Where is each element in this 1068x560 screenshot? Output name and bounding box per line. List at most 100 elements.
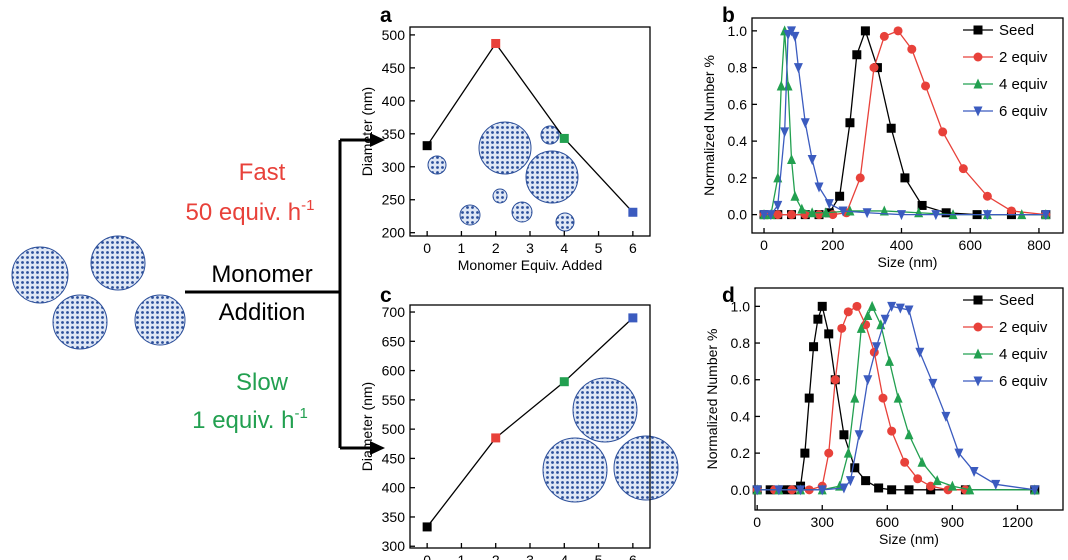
marker	[837, 323, 847, 333]
rate-text: 1 equiv. h	[192, 407, 294, 434]
marker	[559, 133, 569, 143]
x-tick-label: 0	[753, 514, 761, 530]
y-axis-label: Normalized Number %	[701, 55, 717, 196]
legend-label: 6 equiv	[999, 373, 1048, 390]
marker	[904, 429, 914, 440]
marker	[913, 474, 923, 484]
rate-text: 50 equiv. h	[186, 199, 302, 226]
series-line	[757, 305, 1035, 491]
marker	[793, 63, 803, 74]
marker	[863, 375, 873, 386]
marker	[900, 173, 910, 183]
y-tick-label: 0.8	[731, 335, 751, 351]
marker	[790, 190, 800, 201]
marker	[830, 375, 840, 385]
x-tick-label: 600	[876, 514, 900, 530]
legend-label: Seed	[999, 22, 1034, 39]
legend-label: 2 equiv	[999, 49, 1048, 66]
legend-marker	[973, 376, 983, 387]
legend-marker	[973, 322, 983, 332]
y-tick-label: 350	[382, 126, 406, 142]
marker	[982, 210, 992, 221]
y-tick-label: 600	[382, 363, 406, 379]
marker	[965, 484, 975, 495]
y-tick-label: 0.8	[728, 60, 748, 76]
marker	[783, 80, 793, 91]
marker	[787, 210, 797, 220]
y-axis-label: Diameter (nm)	[359, 87, 375, 176]
marker	[991, 479, 1001, 490]
x-tick-label: 4	[560, 552, 568, 560]
panel-label: d	[722, 284, 735, 307]
marker	[774, 485, 784, 496]
marker	[491, 433, 501, 443]
y-tick-label: 0.0	[731, 482, 751, 498]
panel-label: c	[380, 284, 392, 307]
marker	[871, 342, 881, 353]
marker	[807, 207, 817, 218]
marker	[867, 300, 877, 311]
y-tick-label: 0.6	[731, 372, 751, 388]
legend-marker	[973, 78, 983, 89]
x-tick-label: 1200	[1002, 514, 1033, 530]
x-tick-label: 400	[890, 237, 914, 253]
addition-label: Addition	[219, 299, 306, 326]
y-tick-label: 0.0	[728, 207, 748, 223]
legend-label: 6 equiv	[999, 103, 1048, 120]
marker	[790, 31, 800, 42]
y-tick-label: 400	[382, 93, 406, 109]
legend-marker	[973, 106, 983, 117]
marker	[895, 303, 905, 314]
legend-label: 4 equiv	[999, 346, 1048, 363]
marker	[835, 191, 845, 201]
fast-label: Fast	[239, 159, 286, 186]
marker	[947, 480, 957, 491]
legend-marker	[973, 25, 983, 35]
marker	[958, 164, 968, 174]
x-tick-label: 0	[423, 240, 431, 256]
marker	[845, 205, 855, 216]
marker	[921, 81, 931, 91]
marker	[559, 377, 569, 387]
y-tick-label: 0.2	[728, 170, 748, 186]
marker	[860, 26, 870, 36]
marker	[752, 485, 762, 496]
slow-label: Slow	[236, 369, 289, 396]
rate-superscript: -1	[294, 405, 307, 422]
marker	[843, 447, 853, 458]
marker	[900, 457, 910, 467]
marker	[773, 200, 783, 211]
marker	[938, 127, 948, 137]
y-axis-label: Diameter (nm)	[359, 382, 375, 471]
marker	[904, 485, 914, 495]
x-tick-label: 1	[458, 552, 466, 560]
slow-rate: 1 equiv. h-1	[192, 405, 308, 434]
fast-rate: 50 equiv. h-1	[186, 197, 315, 226]
marker	[926, 481, 936, 491]
marker	[814, 182, 824, 193]
nanoparticles	[11, 121, 679, 503]
marker	[931, 210, 941, 221]
x-tick-label: 4	[560, 240, 568, 256]
x-axis-label: Monomer Equiv. Added	[458, 257, 603, 273]
marker	[928, 378, 938, 389]
marker	[874, 483, 884, 493]
x-tick-label: 0	[760, 237, 768, 253]
panel-label: a	[380, 4, 392, 27]
marker	[766, 210, 776, 221]
x-tick-label: 800	[1027, 237, 1051, 253]
y-tick-label: 350	[382, 509, 406, 525]
marker	[824, 329, 834, 339]
marker	[787, 153, 797, 164]
marker	[780, 127, 790, 138]
marker	[917, 200, 927, 210]
rate-superscript: -1	[301, 197, 314, 214]
y-tick-label: 300	[382, 159, 406, 175]
marker	[852, 301, 862, 311]
plot-frame	[754, 287, 1064, 511]
marker	[817, 301, 827, 311]
marker	[907, 44, 917, 54]
marker	[887, 301, 897, 312]
marker	[814, 210, 824, 220]
marker	[839, 483, 849, 494]
